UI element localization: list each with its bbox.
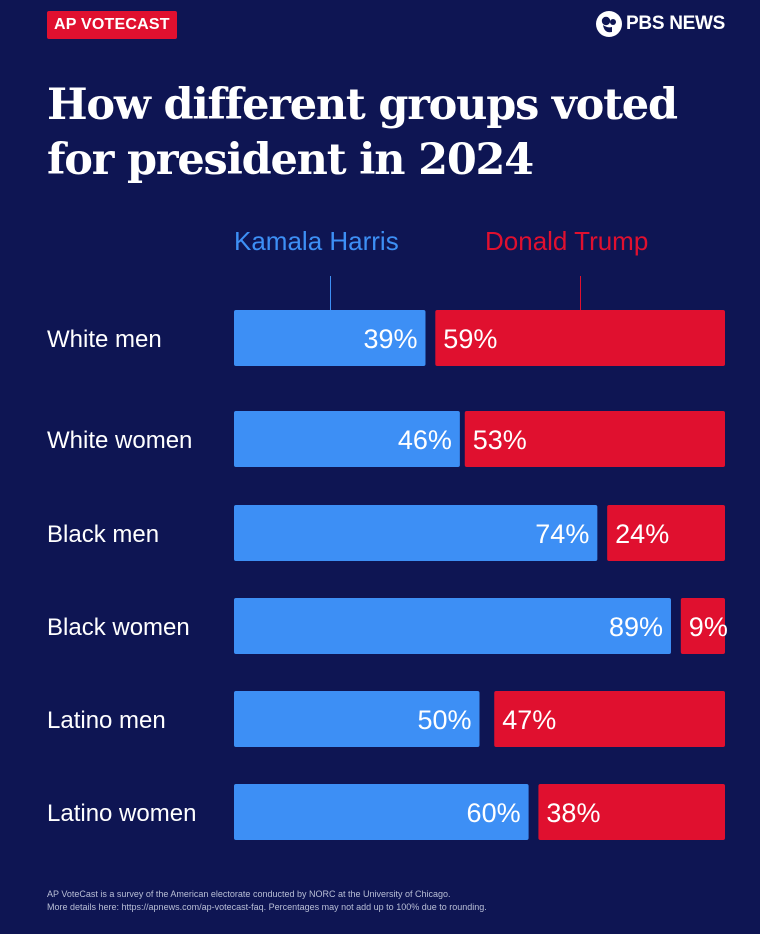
brand-name: PBS NEWS: [626, 13, 725, 34]
data-label-trump: 53%: [473, 425, 527, 455]
legend-trump-tick: [580, 276, 581, 310]
legend-trump: Donald Trump: [485, 226, 649, 256]
bar-harris: [234, 310, 426, 366]
ap-votecast-badge: AP VOTECAST: [47, 11, 177, 39]
footnote: AP VoteCast is a survey of the American …: [47, 888, 737, 914]
footnote-line-2: More details here: https://apnews.com/ap…: [47, 902, 487, 912]
data-label-trump: 9%: [689, 612, 728, 642]
data-label-harris: 39%: [363, 324, 417, 354]
bar-trump: [464, 411, 725, 467]
data-label-trump: 47%: [502, 705, 556, 735]
data-label-harris: 89%: [609, 612, 663, 642]
bar-trump: [538, 784, 725, 840]
legend-harris-tick: [330, 276, 331, 310]
data-label-harris: 50%: [417, 705, 471, 735]
bar-trump: [435, 310, 725, 366]
footnote-line-1: AP VoteCast is a survey of the American …: [47, 889, 451, 899]
pbs-logo-icon: [596, 11, 623, 37]
data-label-harris: 46%: [398, 425, 452, 455]
category-label: Black women: [47, 614, 190, 641]
category-label: White men: [47, 326, 162, 353]
category-label: Latino men: [47, 707, 166, 734]
category-label: White women: [47, 427, 192, 454]
bar-trump: [680, 598, 725, 654]
bar-harris: [234, 411, 460, 467]
category-label: Black men: [47, 521, 159, 548]
legend-harris: Kamala Harris: [234, 226, 399, 256]
bar-harris: [234, 784, 529, 840]
bar-harris: [234, 598, 671, 654]
bar-harris: [234, 505, 598, 561]
data-label-harris: 74%: [535, 519, 589, 549]
data-label-harris: 60%: [467, 798, 521, 828]
category-label: Latino women: [47, 800, 196, 827]
bar-trump: [494, 691, 725, 747]
pbs-news-logo: PBS NEWS: [595, 10, 725, 38]
data-label-trump: 59%: [443, 324, 497, 354]
chart-title: How different groups voted for president…: [47, 80, 678, 185]
data-label-trump: 38%: [546, 798, 600, 828]
bar-harris: [234, 691, 480, 747]
bar-trump: [607, 505, 725, 561]
data-label-trump: 24%: [615, 519, 669, 549]
